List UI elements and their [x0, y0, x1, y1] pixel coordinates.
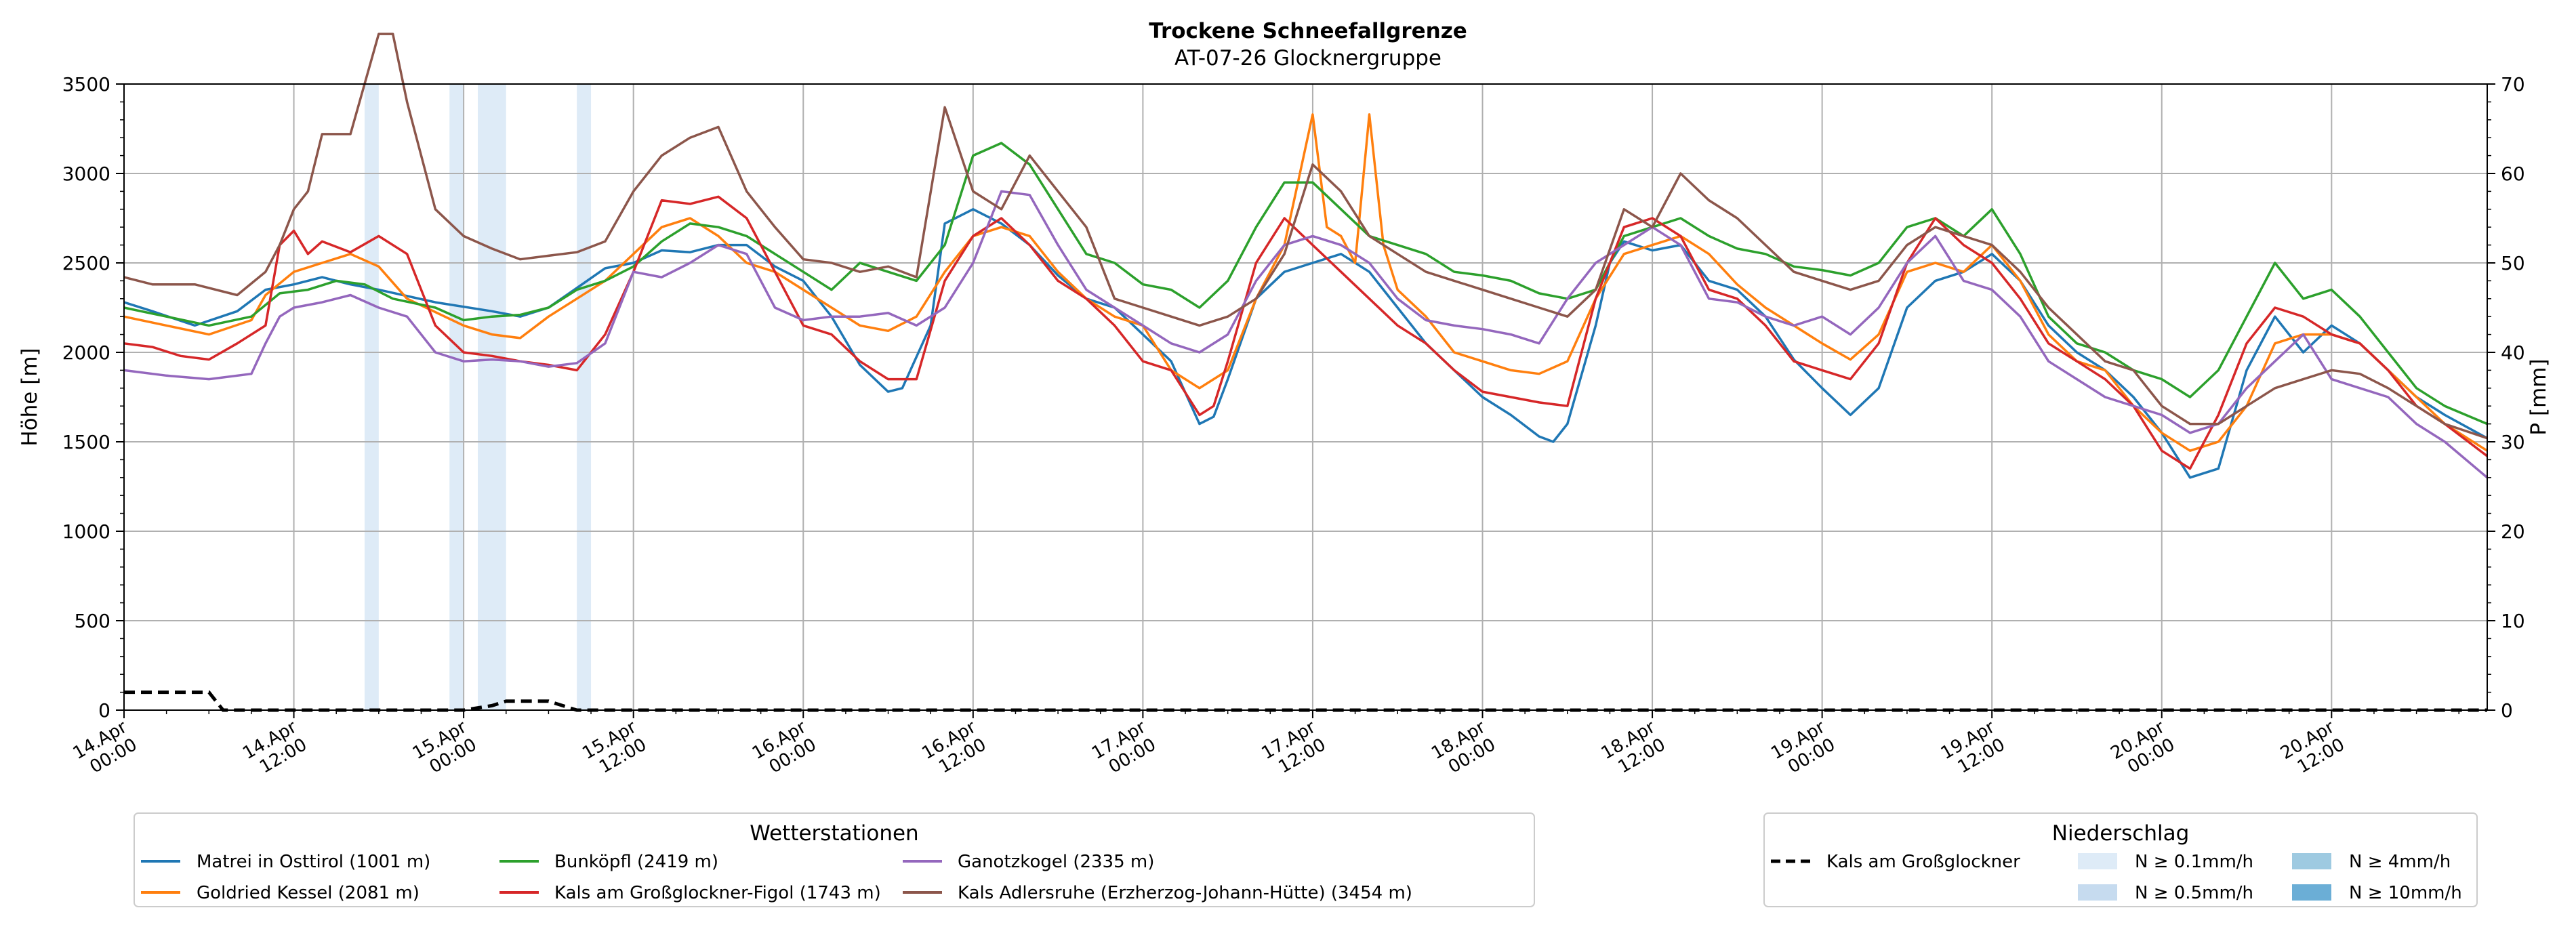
- legend-stations: Wetterstationen Matrei in Osttirol (1001…: [134, 812, 1535, 907]
- y-axis-label: Höhe [m]: [18, 348, 42, 446]
- station-series: [123, 33, 2489, 479]
- ytick-label-6: 3000: [62, 163, 110, 185]
- y2tick-label-7: 70: [2501, 73, 2525, 96]
- legend-swatch-n01: [2078, 853, 2117, 869]
- y2tick-label-6: 60: [2501, 163, 2525, 185]
- legend-label-adlersruhe: Kals Adlersruhe (Erzherzog-Johann-Hütte)…: [958, 883, 1412, 903]
- legend-stations-frame: [134, 812, 1535, 907]
- precip-bands: [364, 84, 592, 710]
- legend-label-matrei: Matrei in Osttirol (1001 m): [197, 852, 430, 872]
- y2tick-label-1: 10: [2501, 610, 2525, 632]
- legend-label-precip-line: Kals am Großglockner: [1826, 852, 2020, 872]
- legend-swatch-n05: [2078, 884, 2117, 901]
- legend-precip-title: Niederschlag: [2052, 821, 2190, 846]
- plot-frame: [123, 83, 2488, 711]
- y2tick-label-4: 40: [2501, 342, 2525, 364]
- grid-lines: [123, 83, 2487, 711]
- series-line-5: [123, 33, 2488, 440]
- legend-stations-title: Wetterstationen: [750, 821, 918, 846]
- ytick-label-7: 3500: [62, 73, 110, 96]
- precip-band-2: [478, 84, 506, 710]
- ytick-label-5: 2500: [62, 252, 110, 274]
- legend-label-goldried: Goldried Kessel (2081 m): [197, 883, 420, 903]
- legend-swatch-n10: [2292, 884, 2331, 901]
- precip-band-0: [364, 84, 379, 710]
- axes: 0 500 1000 1500 2000 2500 3000 3500 0 10 20 30 40 50 6…: [62, 73, 2525, 778]
- legend-label-n10: N ≥ 10mm/h: [2349, 883, 2462, 903]
- ytick-label-0: 0: [98, 699, 110, 722]
- ytick-label-3: 1500: [62, 431, 110, 453]
- y2tick-label-0: 0: [2501, 699, 2513, 722]
- precip-band-3: [577, 84, 592, 710]
- legend-label-bunkoepfl: Bunköpfl (2419 m): [554, 852, 718, 872]
- legend-label-n01: N ≥ 0.1mm/h: [2135, 852, 2253, 872]
- legend-label-n4: N ≥ 4mm/h: [2349, 852, 2451, 872]
- ytick-label-2: 1000: [62, 520, 110, 543]
- ytick-label-1: 500: [75, 610, 110, 632]
- y2tick-label-3: 30: [2501, 431, 2525, 453]
- ytick-label-4: 2000: [62, 342, 110, 364]
- legend-swatch-n4: [2292, 853, 2331, 869]
- chart-title: Trockene Schneefallgrenze: [1149, 19, 1467, 43]
- precip-band-1: [449, 84, 464, 710]
- y2tick-label-5: 50: [2501, 252, 2525, 274]
- y2tick-label-2: 20: [2501, 520, 2525, 543]
- series-line-3: [123, 195, 2489, 470]
- chart-subtitle: AT-07-26 Glocknergruppe: [1174, 46, 1442, 70]
- legend-label-figol: Kals am Großglockner-Figol (1743 m): [554, 883, 881, 903]
- y2-axis-label: P [mm]: [2527, 358, 2551, 435]
- legend-label-n05: N ≥ 0.5mm/h: [2135, 883, 2253, 903]
- legend-precip: Niederschlag Kals am Großglockner N ≥ 0.…: [1763, 812, 2478, 907]
- series-line-4: [123, 190, 2489, 479]
- legend-label-ganotzkogel: Ganotzkogel (2335 m): [958, 852, 1154, 872]
- legend-precip-frame: [1763, 812, 2478, 907]
- series-line-0: [123, 208, 2488, 479]
